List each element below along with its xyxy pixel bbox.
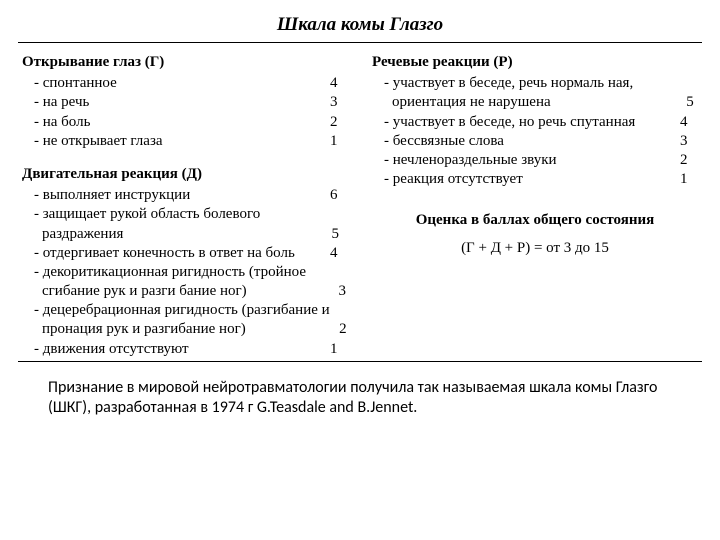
table-row: - на речь 3 [18,93,352,112]
total-heading: Оценка в баллах общего состояния [368,211,702,230]
table-row: - бессвязные слова 3 [368,132,702,151]
table-row: - на боль 2 [18,113,352,132]
left-column: Открывание глаз (Г) - спонтанное 4 - на … [18,49,360,359]
right-column: Речевые реакции (Р) - участвует в беседе… [360,49,702,359]
item-label: - нечленораздельные звуки [384,151,674,170]
item-label: - на боль [34,113,324,132]
item-label: - реакция отсутствует [384,170,674,189]
item-score: 4 [674,113,702,132]
item-score: 1 [324,132,352,151]
item-label: - бессвязные слова [384,132,674,151]
table-row: - не открывает глаза 1 [18,132,352,151]
caption-text: Признание в мировой нейротравматологии п… [18,362,702,418]
table-row: - участвует в беседе, но речь спутанная … [368,113,702,132]
scale-table: Открывание глаз (Г) - спонтанное 4 - на … [18,43,702,359]
item-label: - выполняет инструкции [34,186,324,205]
eye-heading: Открывание глаз (Г) [22,53,352,72]
item-score: 1 [674,170,702,189]
table-row: - реакция отсутствует 1 [368,170,702,189]
item-label: - отдергивает конечность в ответ на боль [34,244,324,263]
item-score: 5 [325,225,352,244]
table-row: - декоритикационная ригидность (тройное … [18,263,352,301]
item-score: 3 [332,282,352,301]
item-score: 2 [674,151,702,170]
item-label: - защищает рукой область болевого раздра… [34,205,325,243]
item-label: - децеребрационная ригидность (разгибани… [34,301,333,339]
item-score: 2 [333,320,352,339]
item-label: - участвует в беседе, но речь спутанная [384,113,674,132]
item-label: - участвует в беседе, речь нормаль ная, … [384,74,680,112]
table-row: - защищает рукой область болевого раздра… [18,205,352,243]
item-label: - спонтанное [34,74,324,93]
item-score: 3 [674,132,702,151]
table-row: - выполняет инструкции 6 [18,186,352,205]
item-label: - декоритикационная ригидность (тройное … [34,263,332,301]
verbal-heading: Речевые реакции (Р) [372,53,702,72]
item-score: 2 [324,113,352,132]
item-score: 6 [324,186,352,205]
item-score: 4 [324,74,352,93]
table-row: - движения отсутствуют 1 [18,340,352,359]
item-label: - на речь [34,93,324,112]
item-score: 1 [324,340,352,359]
item-score: 4 [324,244,352,263]
page-title: Шкала комы Глазго [18,14,702,42]
total-formula: (Г + Д + Р) = от 3 до 15 [368,239,702,258]
table-row: - децеребрационная ригидность (разгибани… [18,301,352,339]
table-row: - спонтанное 4 [18,74,352,93]
item-label: - не открывает глаза [34,132,324,151]
item-label: - движения отсутствуют [34,340,324,359]
table-row: - нечленораздельные звуки 2 [368,151,702,170]
item-score: 5 [680,93,702,112]
table-row: - участвует в беседе, речь нормаль ная, … [368,74,702,112]
motor-heading: Двигательная реакция (Д) [22,165,352,184]
item-score: 3 [324,93,352,112]
table-row: - отдергивает конечность в ответ на боль… [18,244,352,263]
